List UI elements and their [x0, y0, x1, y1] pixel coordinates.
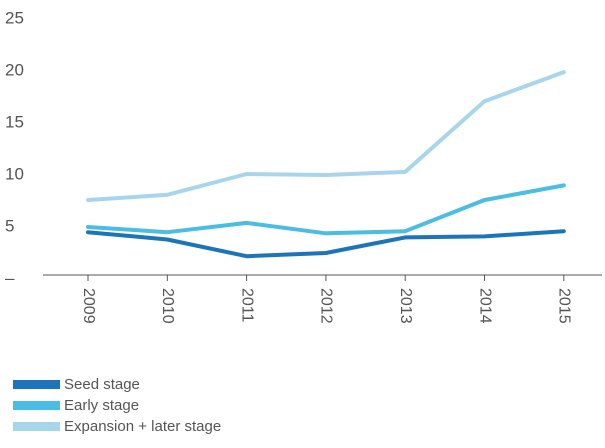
x-tick-label: 2014	[476, 288, 493, 324]
legend-swatch-early-stage	[13, 401, 60, 410]
x-tick-label: 2015	[556, 288, 573, 324]
y-tick-label: 25	[5, 8, 24, 27]
x-tick-label: 2013	[397, 288, 414, 324]
x-tick-label: 2012	[318, 288, 335, 324]
legend-item-expansion-later-stage: Expansion + later stage	[13, 416, 221, 437]
legend-label-expansion-later-stage: Expansion + later stage	[64, 418, 221, 435]
series-line-expansion-later-stage	[88, 72, 564, 200]
y-tick-label: 20	[5, 60, 24, 79]
legend-swatch-seed-stage	[13, 380, 60, 389]
y-axis-ticks: – 5 10 15 20 25	[5, 8, 24, 287]
legend-swatch-expansion-later-stage	[13, 422, 60, 431]
legend-item-seed-stage: Seed stage	[13, 374, 221, 395]
chart-legend: Seed stage Early stage Expansion + later…	[13, 374, 221, 437]
x-tick-label: 2010	[159, 288, 176, 324]
y-tick-label: 10	[5, 164, 24, 183]
legend-item-early-stage: Early stage	[13, 395, 221, 416]
series-line-early-stage	[88, 185, 564, 233]
x-tick-label: 2009	[80, 288, 97, 324]
y-tick-label: 15	[5, 112, 24, 131]
y-tick-label: 5	[5, 216, 14, 235]
x-tick-label: 2011	[238, 288, 255, 323]
series-lines	[88, 72, 564, 256]
legend-label-early-stage: Early stage	[64, 397, 139, 414]
y-tick-label: –	[5, 268, 15, 287]
legend-label-seed-stage: Seed stage	[64, 376, 140, 393]
x-axis-ticks: 2009 2010 2011 2012 2013 2014 2015	[80, 275, 573, 324]
